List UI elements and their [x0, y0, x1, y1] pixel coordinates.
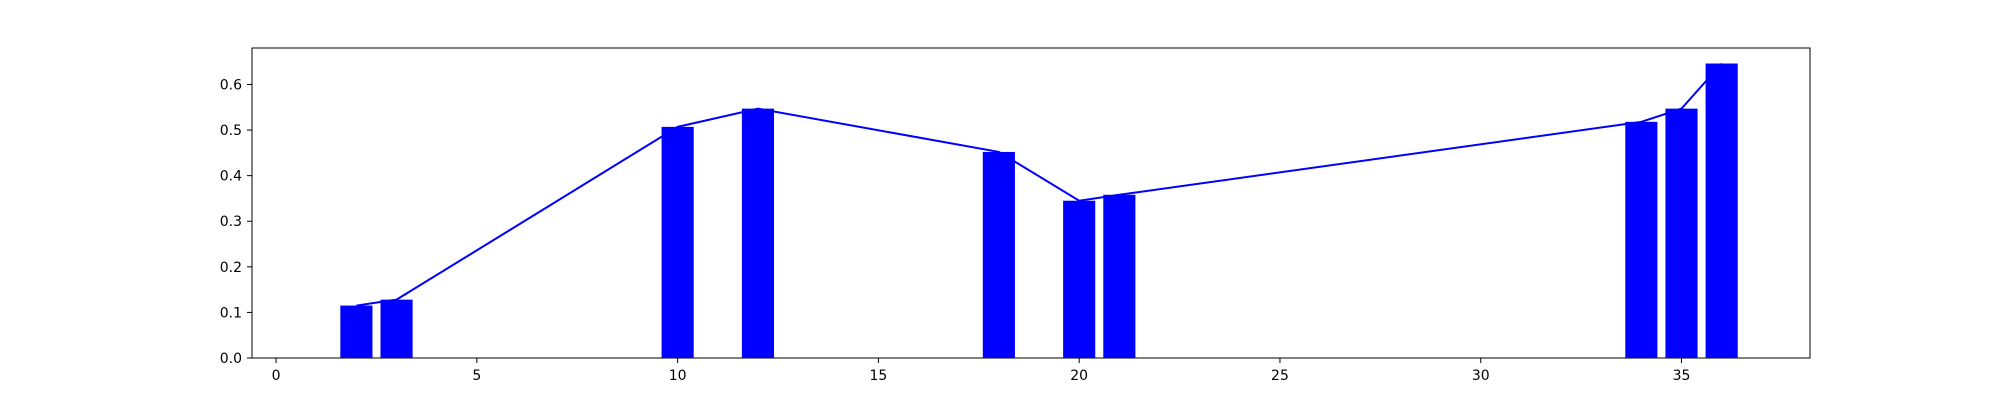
x-tick-label: 5	[472, 368, 481, 384]
plot-frame	[251, 47, 1811, 359]
x-tick-label: 20	[1070, 368, 1088, 384]
x-tick-label: 0	[272, 368, 281, 384]
bar	[380, 299, 413, 358]
y-tick-label: 0.5	[220, 123, 242, 139]
bar	[1665, 108, 1698, 358]
bar	[982, 151, 1015, 358]
series-line	[356, 62, 1723, 307]
y-tick-label: 0.2	[220, 260, 242, 276]
y-tick-label: 0.1	[220, 305, 242, 321]
bar	[1625, 121, 1658, 359]
bar	[1103, 194, 1136, 358]
x-tick-label: 30	[1472, 368, 1490, 384]
x-tick-label: 10	[669, 368, 687, 384]
bar	[741, 108, 775, 358]
y-tick-label: 0.3	[220, 214, 242, 230]
bar	[1063, 200, 1096, 358]
bar	[661, 126, 694, 358]
line-layer	[356, 62, 1723, 307]
x-tick-label: 15	[869, 368, 887, 384]
y-axis: 0.0 0.1 0.2 0.3 0.4 0.5 0.6	[220, 77, 252, 367]
y-tick-label: 0.0	[220, 351, 242, 367]
bar	[1705, 63, 1738, 358]
y-tick-label: 0.4	[220, 169, 242, 185]
bar	[340, 305, 373, 358]
plot-area	[251, 47, 1811, 359]
x-tick-label: 25	[1271, 368, 1289, 384]
x-axis: 0 5 10 15 20 25 30 35	[272, 358, 1691, 384]
bars-layer	[340, 63, 1738, 359]
x-tick-label: 35	[1673, 368, 1691, 384]
y-tick-label: 0.6	[220, 77, 242, 93]
